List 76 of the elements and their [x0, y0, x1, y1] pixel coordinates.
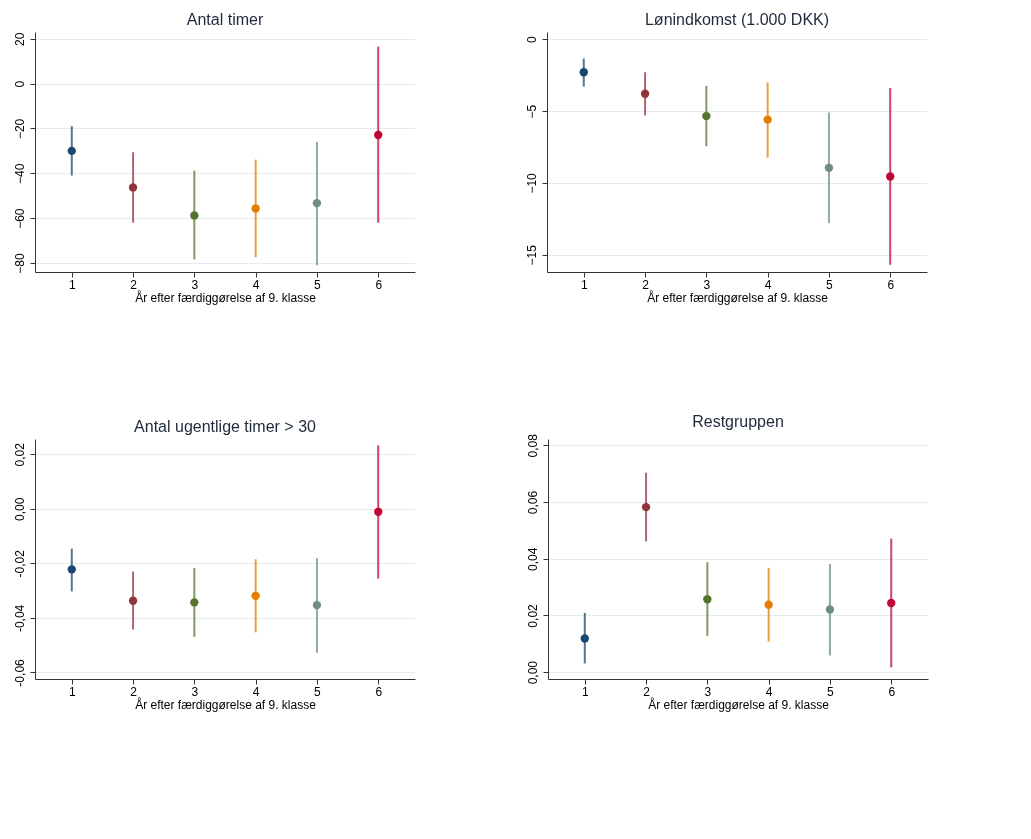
point [251, 204, 260, 213]
y-tick-label: 0,06 [525, 490, 540, 515]
point [641, 502, 651, 512]
chart-title: Antal timer [186, 11, 264, 28]
y-tick-label: -0,06 [12, 658, 27, 687]
y-tick-label: 20 [12, 32, 27, 46]
x-tick-label: 6 [888, 684, 896, 699]
point [190, 598, 199, 607]
x-tick-label: 4 [765, 684, 773, 699]
y-tick-label: 0,04 [525, 547, 540, 571]
x-tick-label: 4 [764, 277, 772, 292]
x-tick-label: 1 [581, 684, 589, 699]
point [763, 115, 772, 124]
x-tick-label: 1 [68, 277, 76, 292]
y-tick-label: −80 [12, 253, 27, 274]
x-tick-label: 4 [252, 684, 260, 699]
x-axis-title: År efter færdiggørelse af 9. klasse [647, 289, 829, 305]
x-tick-label: 5 [314, 684, 322, 699]
x-tick-label: 5 [826, 277, 834, 292]
point [580, 634, 589, 643]
point [764, 600, 773, 609]
y-tick-label: 0 [524, 36, 539, 44]
x-tick-label: 1 [68, 684, 76, 699]
x-tick-label: 2 [643, 684, 651, 699]
y-tick-label: -0,02 [12, 549, 27, 578]
point [374, 507, 383, 516]
point [67, 565, 76, 574]
x-axis-title: År efter færdiggørelse af 9. klasse [135, 289, 317, 305]
point [702, 111, 711, 121]
x-tick-label: 6 [375, 277, 383, 292]
point [703, 595, 712, 604]
point [312, 198, 322, 208]
point [825, 605, 835, 614]
x-tick-label: 6 [375, 684, 383, 699]
x-tick-label: 2 [130, 684, 138, 699]
y-tick-label: 0,00 [525, 660, 540, 685]
y-tick-label: −20 [12, 118, 27, 140]
y-tick-label: 0,02 [525, 603, 540, 628]
x-tick-label: 3 [703, 277, 711, 292]
point [886, 172, 895, 181]
y-tick-label: -0,04 [12, 604, 27, 633]
y-tick-label: 0,00 [12, 497, 27, 521]
chart-title: Antal ugentlige timer > 30 [134, 418, 317, 435]
y-tick-label: 0 [12, 80, 27, 88]
point [190, 211, 199, 220]
y-tick-label: −5 [524, 104, 539, 119]
point [640, 89, 650, 98]
x-tick-label: 6 [887, 277, 895, 292]
x-tick-label: 2 [642, 277, 650, 292]
y-tick-label: −40 [12, 163, 27, 184]
y-tick-label: −60 [12, 208, 27, 229]
y-tick-label: −10 [524, 172, 539, 194]
x-tick-label: 5 [827, 684, 835, 699]
x-tick-label: 2 [130, 277, 138, 292]
y-tick-label: −15 [524, 244, 539, 266]
x-axis-title: År efter færdiggørelse af 9. klasse [135, 696, 317, 712]
y-tick-label: 0,08 [525, 433, 540, 458]
x-tick-label: 3 [704, 684, 712, 699]
x-tick-label: 1 [580, 277, 588, 292]
x-axis-title: År efter færdiggørelse af 9. klasse [648, 696, 830, 712]
point [128, 183, 138, 192]
x-tick-label: 3 [191, 277, 199, 292]
point [824, 163, 834, 172]
point [251, 591, 260, 600]
point [128, 596, 138, 605]
chart-title: Lønindkomst (1.000 DKK) [644, 11, 830, 28]
point [579, 68, 588, 77]
y-tick-label: 0,02 [12, 442, 27, 467]
x-tick-label: 3 [191, 684, 199, 699]
point [887, 598, 896, 608]
chart-title: Restgruppen [692, 412, 784, 430]
point [312, 600, 322, 610]
x-tick-label: 5 [314, 277, 322, 292]
x-tick-label: 4 [252, 277, 260, 292]
point [67, 146, 76, 156]
point [374, 130, 383, 140]
